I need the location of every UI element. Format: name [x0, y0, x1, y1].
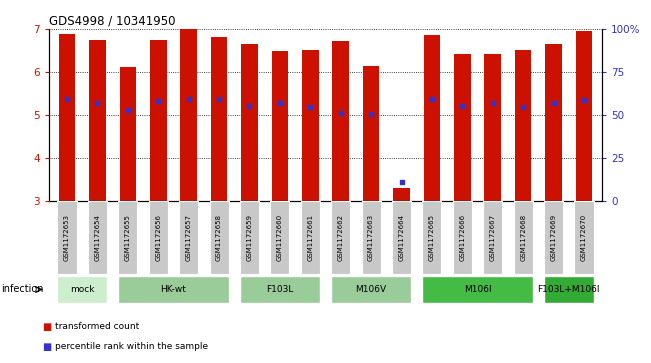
Text: GSM1172667: GSM1172667 [490, 214, 495, 261]
Text: F103L+M106I: F103L+M106I [538, 285, 600, 294]
Bar [57, 201, 77, 274]
Text: GSM1172656: GSM1172656 [156, 214, 161, 261]
Bar [363, 66, 380, 201]
Bar [270, 201, 290, 274]
Text: F103L: F103L [266, 285, 294, 294]
Text: GSM1172660: GSM1172660 [277, 214, 283, 261]
Bar [148, 201, 168, 274]
Bar [180, 29, 197, 201]
Bar [393, 188, 410, 201]
Bar [452, 201, 472, 274]
Bar [179, 201, 199, 274]
Bar [361, 201, 381, 274]
Bar [88, 201, 107, 274]
Bar [424, 34, 440, 201]
Bar [59, 34, 76, 201]
Bar [211, 37, 227, 201]
Text: GSM1172659: GSM1172659 [247, 214, 253, 261]
Bar [483, 201, 503, 274]
Text: infection: infection [1, 285, 44, 294]
Text: GSM1172663: GSM1172663 [368, 214, 374, 261]
Text: GSM1172668: GSM1172668 [520, 214, 526, 261]
Text: transformed count: transformed count [55, 322, 139, 331]
Bar [271, 52, 288, 201]
Bar [422, 201, 441, 274]
Bar [544, 276, 594, 303]
Text: GSM1172669: GSM1172669 [551, 214, 557, 261]
Text: ■: ■ [42, 342, 51, 352]
Text: GDS4998 / 10341950: GDS4998 / 10341950 [49, 15, 175, 28]
Text: GSM1172653: GSM1172653 [64, 214, 70, 261]
Text: GSM1172666: GSM1172666 [460, 214, 465, 261]
Text: M106I: M106I [464, 285, 492, 294]
Bar [210, 201, 229, 274]
Bar [301, 201, 320, 274]
Text: mock: mock [70, 285, 94, 294]
Bar [545, 44, 562, 201]
Bar [422, 276, 533, 303]
Text: HK-wt: HK-wt [161, 285, 186, 294]
Text: ■: ■ [42, 322, 51, 332]
Bar [574, 201, 594, 274]
Bar [515, 50, 531, 201]
Bar [575, 31, 592, 201]
Bar [118, 276, 229, 303]
Bar [150, 40, 167, 201]
Text: M106V: M106V [355, 285, 387, 294]
Text: GSM1172664: GSM1172664 [398, 214, 404, 261]
Bar [302, 50, 318, 201]
Text: GSM1172658: GSM1172658 [216, 214, 222, 261]
Bar [454, 54, 471, 201]
Bar [331, 201, 350, 274]
Text: GSM1172655: GSM1172655 [125, 214, 131, 261]
Text: GSM1172661: GSM1172661 [307, 214, 313, 261]
Bar [331, 276, 411, 303]
Text: GSM1172670: GSM1172670 [581, 214, 587, 261]
Bar [392, 201, 411, 274]
Text: GSM1172665: GSM1172665 [429, 214, 435, 261]
Bar [118, 201, 137, 274]
Bar [241, 44, 258, 201]
Text: GSM1172657: GSM1172657 [186, 214, 191, 261]
Bar [514, 201, 533, 274]
Text: GSM1172654: GSM1172654 [94, 214, 100, 261]
Text: GSM1172662: GSM1172662 [338, 214, 344, 261]
Text: percentile rank within the sample: percentile rank within the sample [55, 342, 208, 351]
Bar [240, 201, 259, 274]
Bar [484, 54, 501, 201]
Bar [333, 41, 349, 201]
Bar [544, 201, 563, 274]
Bar [240, 276, 320, 303]
Bar [57, 276, 107, 303]
Bar [89, 40, 106, 201]
Bar [120, 67, 136, 201]
